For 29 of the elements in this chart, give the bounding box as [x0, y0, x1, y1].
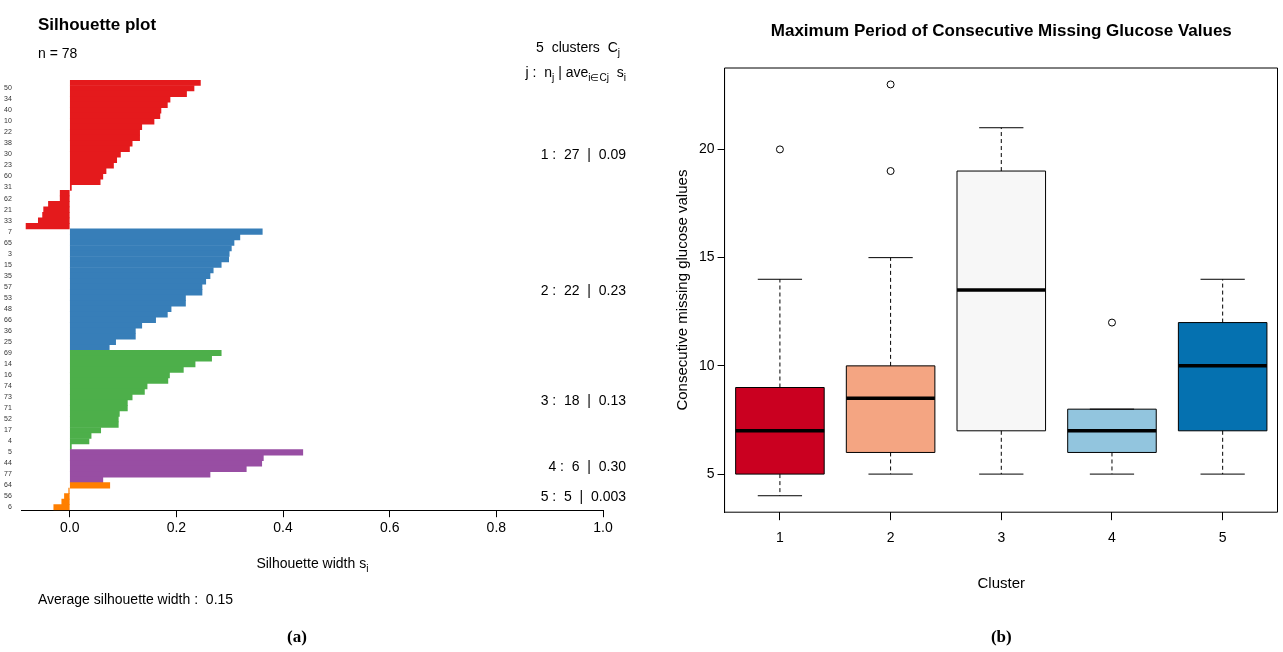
- chart-title: Silhouette plot: [38, 15, 157, 34]
- x-tick-label: 5: [1218, 529, 1227, 546]
- x-tick-label: 0.4: [273, 519, 294, 536]
- bar: [69, 482, 111, 489]
- y-tick-label: 10: [698, 356, 715, 373]
- chart-title: Maximum Period of Consecutive Missing Glucose Values: [770, 21, 1232, 40]
- text: (b): [990, 627, 1012, 646]
- x-tick-label: 1: [776, 529, 785, 546]
- x-tick-label: 3: [997, 529, 1006, 546]
- y-axis-title: Consecutive missing glucose values: [673, 169, 691, 411]
- y-tick-label: 20: [698, 140, 715, 157]
- text: (a): [287, 627, 307, 646]
- annotation: 3 : 18 | 0.13: [540, 391, 627, 408]
- x-tick-label: 0.2: [166, 519, 187, 536]
- x-tick-label: 0.6: [379, 519, 400, 536]
- y-tick-label: 5: [706, 464, 715, 481]
- x-tick-label: 2: [886, 529, 895, 546]
- x-tick-label: 1.0: [593, 519, 613, 536]
- y-tick-label: 15: [698, 248, 715, 265]
- annotation: 2 : 22 | 0.23: [540, 281, 627, 298]
- annotation: 4 : 6 | 0.30: [548, 458, 627, 475]
- x-axis-title: Cluster: [977, 574, 1026, 592]
- text: Average silhouette width : 0.15: [38, 591, 234, 608]
- chart-subtitle: n = 78: [38, 45, 78, 61]
- annotation: 1 : 27 | 0.09: [540, 146, 627, 163]
- x-tick-label: 0.8: [486, 519, 507, 536]
- x-tick-label: 0.0: [60, 519, 80, 536]
- annotation: 5 : 5 | 0.003: [540, 488, 627, 505]
- x-tick-label: 4: [1108, 529, 1117, 546]
